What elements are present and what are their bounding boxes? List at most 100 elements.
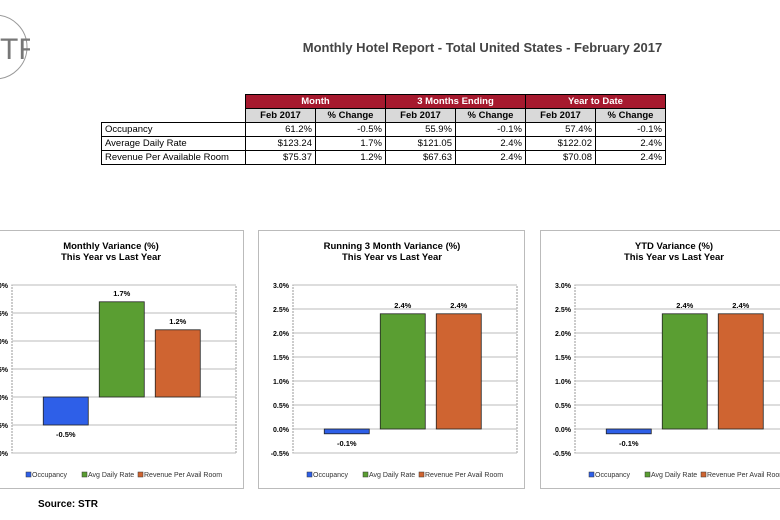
chart-subtitle: This Year vs Last Year bbox=[624, 252, 724, 263]
group-header: 3 Months Ending bbox=[385, 94, 526, 109]
legend-swatch bbox=[362, 471, 369, 478]
data-label: 2.4% bbox=[450, 301, 467, 310]
table-cell: 2.4% bbox=[455, 136, 526, 151]
table-row: Revenue Per Available Room $75.37 1.2% $67.… bbox=[101, 150, 666, 165]
y-tick-label: 2.0% bbox=[0, 283, 9, 290]
y-tick-label: 2.0% bbox=[273, 331, 290, 338]
chart-title: Running 3 Month Variance (%) bbox=[324, 241, 461, 252]
table-row: Average Daily Rate $123.24 1.7% $121.05 2.4%… bbox=[101, 136, 666, 151]
y-tick-label: -0.5% bbox=[0, 423, 9, 430]
table-cell: 2.4% bbox=[455, 150, 526, 165]
table-cell: $67.63 bbox=[385, 150, 456, 165]
table-cell: 2.4% bbox=[595, 150, 666, 165]
y-tick-label: 1.0% bbox=[555, 379, 572, 386]
legend-entry: Avg Daily Rate bbox=[369, 472, 415, 479]
y-tick-label: 1.5% bbox=[273, 355, 290, 362]
table-cell: 1.7% bbox=[315, 136, 386, 151]
data-label: 2.4% bbox=[394, 301, 411, 310]
y-tick-label: 3.0% bbox=[273, 283, 290, 290]
legend-entry: Occupancy bbox=[595, 472, 631, 479]
table-cell: 61.2% bbox=[245, 122, 316, 137]
y-tick-label: 0.5% bbox=[0, 367, 9, 374]
legend-entry: Occupancy bbox=[313, 472, 349, 479]
monthly-variance-chart: Monthly Variance (%) This Year vs Last Ye… bbox=[0, 230, 244, 489]
page-title: Monthly Hotel Report - Total United Stat… bbox=[302, 40, 663, 55]
y-tick-label: 1.0% bbox=[273, 379, 290, 386]
subheader: % Change bbox=[455, 108, 526, 123]
y-tick-label: -0.5% bbox=[271, 451, 290, 458]
legend-entry: Revenue Per Avail Room bbox=[425, 472, 503, 479]
chart-title: YTD Variance (%) bbox=[635, 241, 713, 252]
legend-swatch bbox=[25, 471, 32, 478]
table-cell: -0.1% bbox=[455, 122, 526, 137]
subheader: % Change bbox=[315, 108, 386, 123]
table-cell: $70.08 bbox=[525, 150, 596, 165]
y-tick-label: 2.5% bbox=[555, 307, 572, 314]
data-label: 1.7% bbox=[113, 289, 130, 298]
group-header: Year to Date bbox=[525, 94, 666, 109]
table-cell: 55.9% bbox=[385, 122, 456, 137]
legend-swatch bbox=[418, 471, 425, 478]
legend-swatch bbox=[644, 471, 651, 478]
bar-revenue-per-avail-room bbox=[154, 329, 201, 398]
y-tick-label: 0.0% bbox=[0, 395, 9, 402]
legend-entry: Avg Daily Rate bbox=[651, 472, 697, 479]
y-tick-label: 1.0% bbox=[0, 339, 9, 346]
legend-swatch bbox=[306, 471, 313, 478]
legend-swatch bbox=[700, 471, 707, 478]
subheader: Feb 2017 bbox=[245, 108, 316, 123]
y-tick-label: -1.0% bbox=[0, 451, 9, 458]
bar-occupancy bbox=[323, 428, 370, 435]
ytd-variance-chart: YTD Variance (%) This Year vs Last Year 3.… bbox=[540, 230, 780, 489]
legend-entry: Revenue Per Avail Room bbox=[144, 472, 222, 479]
bar-avg-daily-rate bbox=[98, 301, 145, 398]
data-label: 2.4% bbox=[676, 301, 693, 310]
y-tick-label: 3.0% bbox=[555, 283, 572, 290]
row-label: Occupancy bbox=[101, 122, 246, 137]
chart-title: Monthly Variance (%) bbox=[63, 241, 159, 252]
group-header: Month bbox=[245, 94, 386, 109]
subheader: Feb 2017 bbox=[385, 108, 456, 123]
data-label: -0.5% bbox=[56, 430, 76, 439]
y-tick-label: 0.0% bbox=[273, 427, 290, 434]
row-label: Revenue Per Available Room bbox=[101, 150, 246, 165]
y-tick-label: 1.5% bbox=[555, 355, 572, 362]
bar-avg-daily-rate bbox=[379, 313, 426, 430]
svg-text:STR: STR bbox=[0, 33, 30, 66]
row-label: Average Daily Rate bbox=[101, 136, 246, 151]
data-label: 1.2% bbox=[169, 317, 186, 326]
table-cell: 2.4% bbox=[595, 136, 666, 151]
source-note: Source: STR bbox=[38, 499, 99, 510]
table-cell: -0.1% bbox=[595, 122, 666, 137]
bar-revenue-per-avail-room bbox=[435, 313, 482, 430]
legend-swatch bbox=[81, 471, 88, 478]
chart-subtitle: This Year vs Last Year bbox=[61, 252, 161, 263]
running-3-month-variance-chart: Running 3 Month Variance (%) This Year vs… bbox=[258, 230, 525, 489]
legend-entry: Occupancy bbox=[32, 472, 68, 479]
data-label: -0.1% bbox=[619, 439, 639, 448]
y-tick-label: 0.5% bbox=[273, 403, 290, 410]
y-tick-label: 2.5% bbox=[273, 307, 290, 314]
y-tick-label: -0.5% bbox=[553, 451, 572, 458]
chart-subtitle: This Year vs Last Year bbox=[342, 252, 442, 263]
table-cell: $121.05 bbox=[385, 136, 456, 151]
legend-swatch bbox=[137, 471, 144, 478]
table-cell: $122.02 bbox=[525, 136, 596, 151]
bar-avg-daily-rate bbox=[661, 313, 708, 430]
table-cell: -0.5% bbox=[315, 122, 386, 137]
table-cell: 1.2% bbox=[315, 150, 386, 165]
legend-swatch bbox=[588, 471, 595, 478]
table-cell: $75.37 bbox=[245, 150, 316, 165]
table-row: Occupancy 61.2% -0.5% 55.9% -0.1% 57.4% -0.1% bbox=[101, 122, 666, 137]
summary-table: Month 3 Months Ending Year to Date Feb 2… bbox=[101, 94, 666, 165]
y-tick-label: 1.5% bbox=[0, 311, 9, 318]
bar-revenue-per-avail-room bbox=[717, 313, 764, 430]
y-tick-label: 2.0% bbox=[555, 331, 572, 338]
table-cell: 57.4% bbox=[525, 122, 596, 137]
str-logo: STR bbox=[0, 14, 30, 80]
subheader: % Change bbox=[595, 108, 666, 123]
y-tick-label: 0.5% bbox=[555, 403, 572, 410]
bar-occupancy bbox=[42, 396, 89, 426]
subheader: Feb 2017 bbox=[525, 108, 596, 123]
legend-entry: Avg Daily Rate bbox=[88, 472, 134, 479]
